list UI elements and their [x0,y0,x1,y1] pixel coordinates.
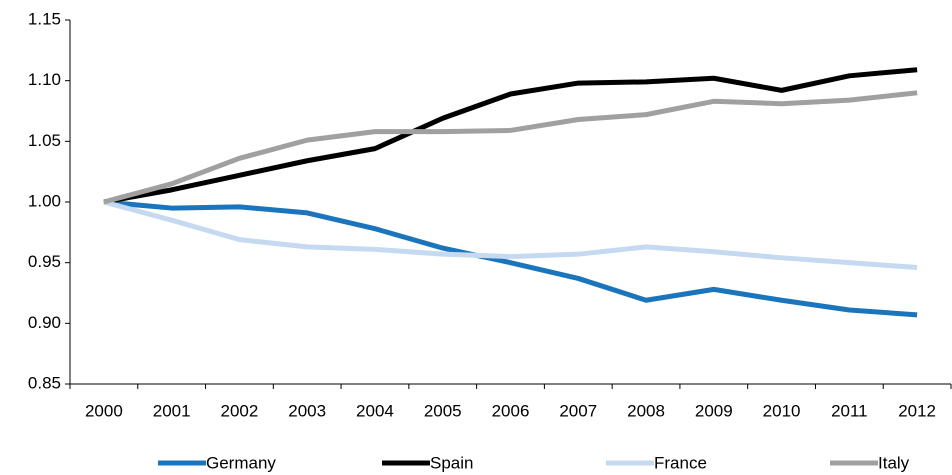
x-tick-label: 2012 [898,401,936,420]
x-tick-label: 2004 [356,401,394,420]
legend-label: Germany [206,453,276,472]
y-tick-label: 1.10 [28,70,61,89]
x-tick-label: 2006 [492,401,530,420]
legend-label: Spain [430,453,473,472]
y-tick-label: 1.00 [28,191,61,210]
y-tick-label: 1.15 [28,9,61,28]
x-tick-label: 2008 [627,401,665,420]
x-tick-label: 2009 [695,401,733,420]
line [103,199,918,271]
y-tick-label: 0.95 [28,252,61,271]
x-tick-label: 2003 [288,401,326,420]
legend-label: France [654,453,707,472]
x-tick-label: 2005 [424,401,462,420]
x-tick-label: 2000 [85,401,123,420]
line [103,67,918,205]
x-tick-label: 2010 [763,401,801,420]
line [103,90,918,205]
x-tick-label: 2001 [153,401,191,420]
y-tick-label: 0.90 [28,313,61,332]
x-tick-label: 2002 [221,401,259,420]
x-tick-label: 2011 [831,401,868,420]
x-tick-label: 2007 [559,401,597,420]
y-tick-label: 1.05 [28,131,61,150]
legend-label: Italy [878,453,910,472]
line [103,199,918,318]
y-tick-label: 0.85 [28,373,61,392]
